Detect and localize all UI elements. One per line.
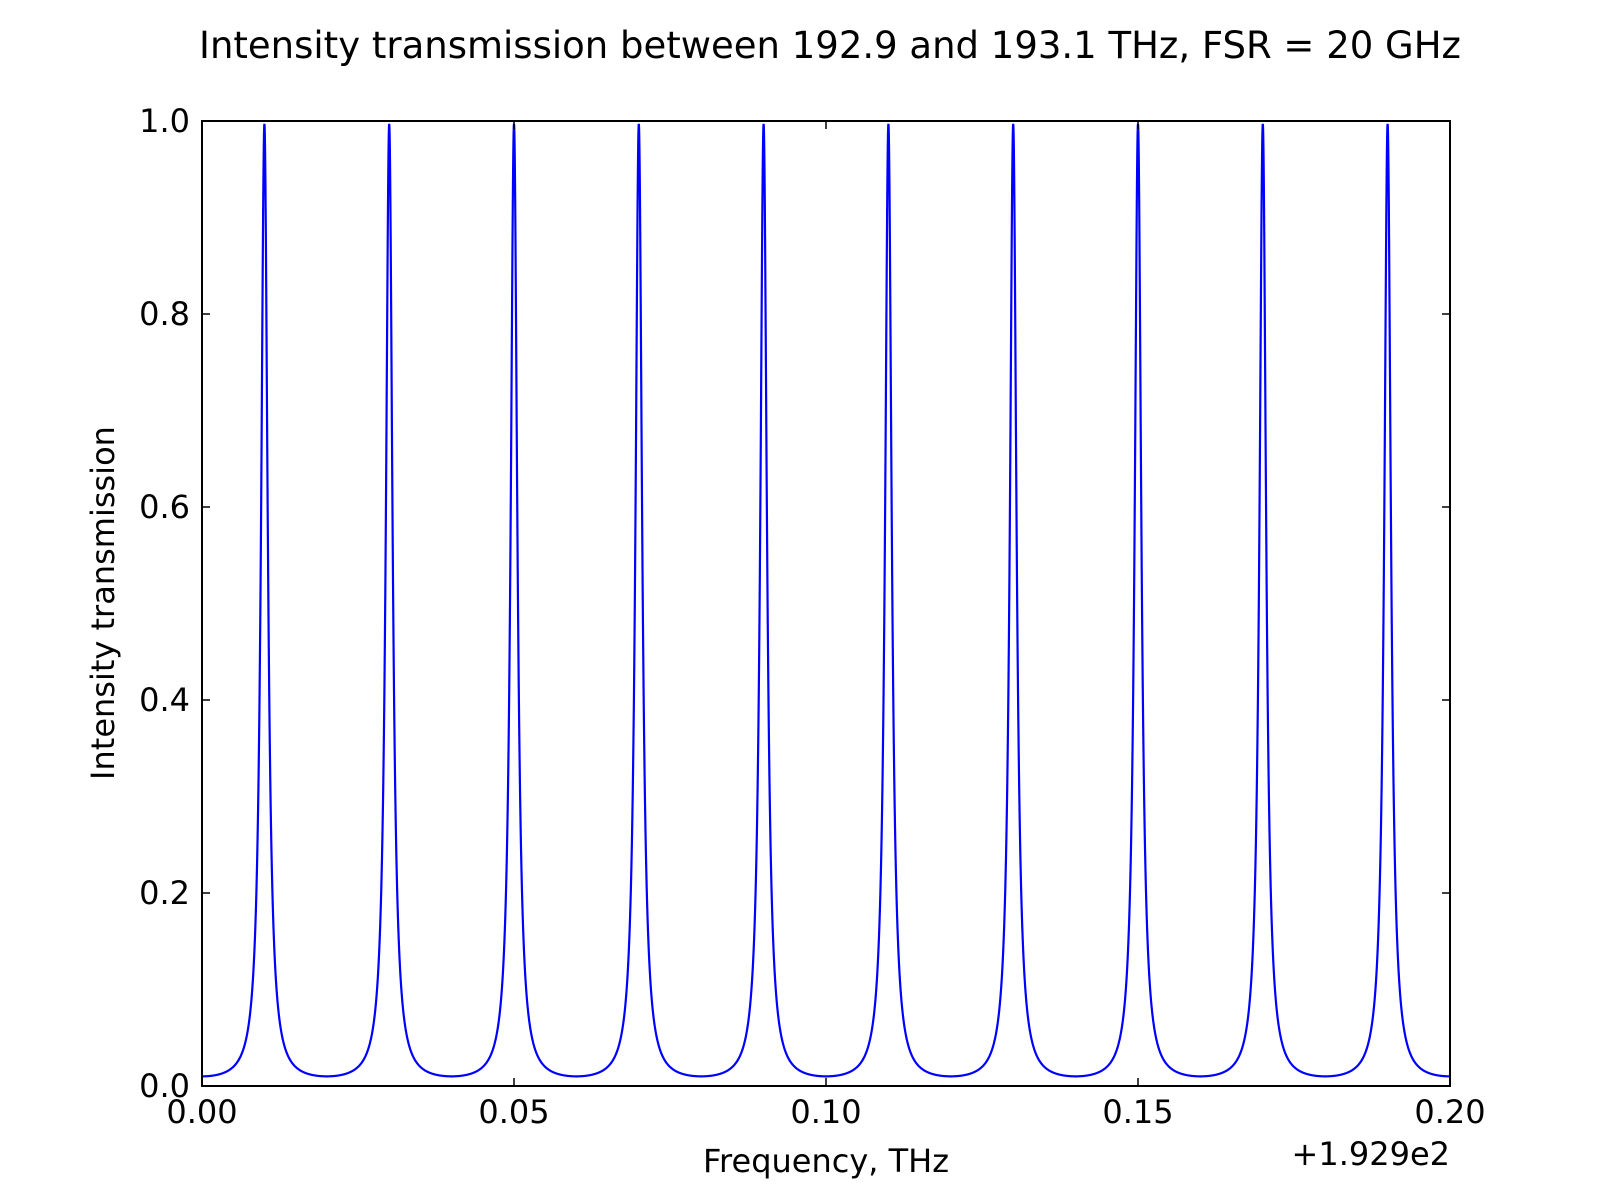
y-tick-label: 0.0: [139, 1067, 190, 1105]
x-tick-label: 0.00: [166, 1093, 237, 1131]
plot-frame: [201, 120, 1451, 1087]
y-tick-label: 0.4: [139, 681, 190, 719]
transmission-series-line: [202, 123, 1450, 1078]
x-tick-label: 0.05: [478, 1093, 549, 1131]
x-axis: 0.00 0.05 0.10 0.15 0.20: [166, 121, 1486, 1131]
y-axis-label: Intensity transmission: [84, 426, 122, 780]
x-axis-offset-label: +1.929e2: [1292, 1135, 1450, 1173]
x-tick-label: 0.10: [790, 1093, 861, 1131]
y-axis: 0.0 0.2 0.4 0.6 0.8 1.0: [139, 102, 1450, 1105]
x-axis-label: Frequency, THz: [703, 1142, 949, 1180]
y-tick-label: 1.0: [139, 102, 190, 140]
y-tick-label: 0.2: [139, 874, 190, 912]
y-tick-label: 0.6: [139, 488, 190, 526]
x-tick-label: 0.20: [1414, 1093, 1485, 1131]
x-tick-label: 0.15: [1102, 1093, 1173, 1131]
y-tick-label: 0.8: [139, 295, 190, 333]
chart-title: Intensity transmission between 192.9 and…: [199, 24, 1461, 67]
